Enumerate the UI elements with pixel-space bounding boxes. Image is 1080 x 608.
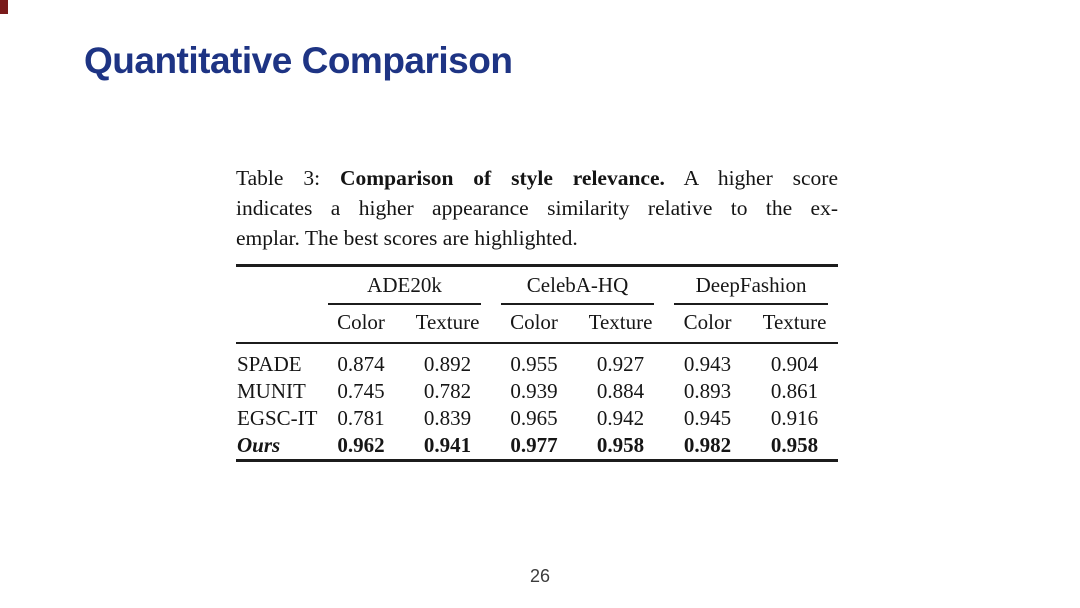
col-header-texture-2: Texture: [577, 305, 665, 344]
group-header-deepfashion: DeepFashion: [664, 266, 838, 305]
value-cell: 0.982: [683, 433, 732, 457]
caption-line-3: emplar. The best scores are highlighted.: [236, 226, 578, 250]
slide-title: Quantitative Comparison: [84, 40, 513, 81]
value-cell: 0.958: [596, 433, 645, 457]
value-cell: 0.939: [510, 379, 558, 403]
value-cell: 0.874: [337, 352, 385, 376]
method-cell: EGSC-IT: [237, 406, 318, 430]
table-row-egsc-it: EGSC-IT 0.781 0.839 0.965 0.942 0.945 0.…: [236, 405, 838, 432]
value-cell: 0.782: [423, 379, 472, 403]
subheader-row: Color Texture Color Texture Color Textur…: [236, 305, 839, 344]
comparison-table: ADE20k CelebA-HQ DeepFashion Color Textu…: [236, 264, 839, 462]
group-header-ade20k: ADE20k: [318, 266, 491, 305]
value-cell: 0.861: [770, 379, 819, 403]
col-header-color-3: Color: [664, 305, 752, 344]
caption-prefix: Table 3:: [236, 166, 340, 190]
page-number: 26: [529, 566, 551, 586]
group-header-row: ADE20k CelebA-HQ DeepFashion: [236, 266, 838, 306]
value-cell: 0.941: [423, 433, 472, 457]
value-cell: 0.965: [510, 406, 558, 430]
value-cell: 0.745: [337, 379, 385, 403]
value-cell: 0.927: [596, 352, 645, 376]
value-cell: 0.945: [683, 406, 732, 430]
value-cell: 0.916: [770, 406, 819, 430]
table-row-munit: MUNIT 0.745 0.782 0.939 0.884 0.893 0.86…: [236, 378, 838, 405]
method-cell: Ours: [237, 433, 281, 457]
method-cell: SPADE: [237, 352, 302, 376]
col-header-texture-1: Texture: [404, 305, 492, 344]
table-row-ours: Ours 0.962 0.941 0.977 0.958 0.982 0.958: [236, 432, 838, 461]
table-caption: Table 3: Comparison of style relevance. …: [236, 163, 838, 253]
method-cell: MUNIT: [237, 379, 306, 403]
value-cell: 0.943: [683, 352, 732, 376]
value-cell: 0.942: [596, 406, 645, 430]
stub-cell: [236, 266, 318, 306]
value-cell: 0.962: [337, 433, 385, 457]
caption-line-1: Table 3: Comparison of style relevance. …: [236, 163, 838, 193]
comparison-table-wrapper: ADE20k CelebA-HQ DeepFashion Color Textu…: [236, 264, 839, 462]
group-header-celeba-hq: CelebA-HQ: [491, 266, 664, 305]
value-cell: 0.893: [683, 379, 732, 403]
col-header-color-1: Color: [318, 305, 404, 344]
value-cell: 0.955: [510, 352, 558, 376]
stub-cell: [236, 305, 318, 344]
value-cell: 0.958: [770, 433, 819, 457]
value-cell: 0.884: [596, 379, 645, 403]
col-header-texture-3: Texture: [751, 305, 839, 344]
caption-bold-text: Comparison of style relevance.: [339, 166, 665, 190]
value-cell: 0.977: [510, 433, 558, 457]
value-cell: 0.904: [770, 352, 819, 376]
value-cell: 0.781: [337, 406, 385, 430]
value-cell: 0.839: [423, 406, 472, 430]
value-cell: 0.892: [423, 352, 472, 376]
col-header-color-2: Color: [491, 305, 578, 344]
corner-accent-decoration: [0, 0, 8, 14]
caption-line1-rest: A higher score: [664, 166, 838, 190]
table-row-spade: SPADE 0.874 0.892 0.955 0.927 0.943 0.90…: [236, 343, 838, 378]
caption-line-2: indicates a higher appearance similarity…: [236, 196, 838, 220]
